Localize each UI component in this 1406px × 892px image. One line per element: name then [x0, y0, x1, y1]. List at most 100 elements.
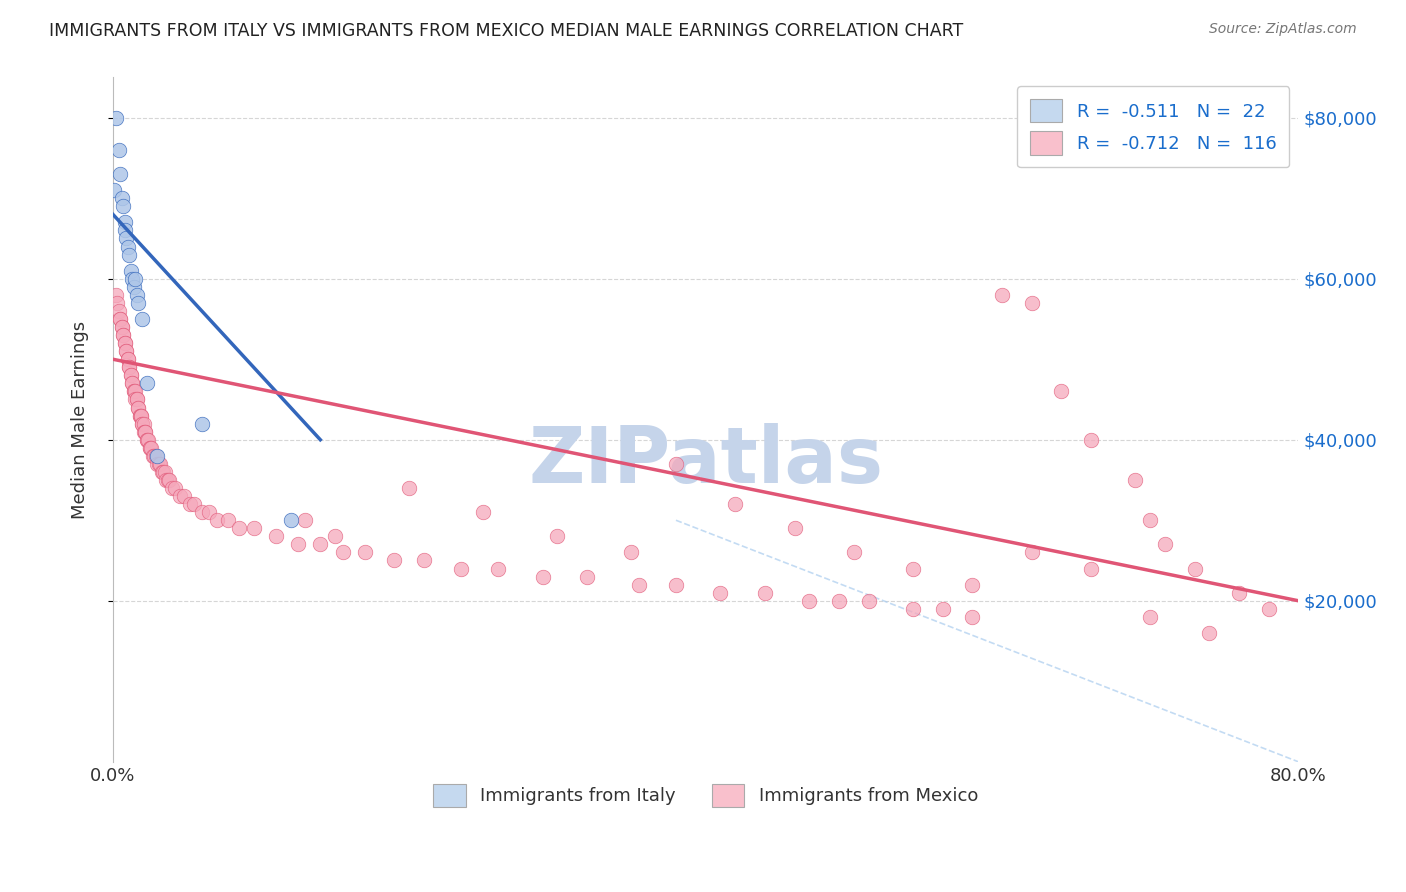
Point — [132, 417, 155, 431]
Point — [242, 521, 264, 535]
Point — [128, 409, 150, 423]
Point — [173, 489, 195, 503]
Point — [576, 569, 599, 583]
Point — [152, 465, 174, 479]
Point — [148, 457, 170, 471]
Point — [124, 392, 146, 407]
Point — [665, 457, 688, 471]
Point — [149, 457, 172, 471]
Point — [198, 505, 221, 519]
Point — [118, 247, 141, 261]
Point — [486, 561, 509, 575]
Point — [136, 376, 159, 391]
Point — [121, 271, 143, 285]
Point — [115, 231, 138, 245]
Point — [114, 215, 136, 229]
Point — [104, 288, 127, 302]
Point — [131, 417, 153, 431]
Point — [858, 593, 880, 607]
Point — [287, 537, 309, 551]
Point — [110, 167, 132, 181]
Point — [124, 384, 146, 399]
Point — [754, 585, 776, 599]
Legend: Immigrants from Italy, Immigrants from Mexico: Immigrants from Italy, Immigrants from M… — [426, 777, 986, 814]
Point — [205, 513, 228, 527]
Point — [125, 392, 148, 407]
Point — [103, 183, 125, 197]
Point — [1154, 537, 1177, 551]
Point — [724, 497, 747, 511]
Point — [114, 336, 136, 351]
Point — [150, 465, 173, 479]
Point — [139, 441, 162, 455]
Point — [114, 223, 136, 237]
Point — [139, 441, 162, 455]
Point — [1080, 561, 1102, 575]
Point — [111, 191, 134, 205]
Point — [627, 577, 650, 591]
Point — [134, 425, 156, 439]
Point — [121, 376, 143, 391]
Point — [111, 320, 134, 334]
Point — [1050, 384, 1073, 399]
Point — [122, 384, 145, 399]
Point — [799, 593, 821, 607]
Point — [264, 529, 287, 543]
Point — [160, 481, 183, 495]
Point — [136, 433, 159, 447]
Point — [828, 593, 851, 607]
Point — [413, 553, 436, 567]
Point — [353, 545, 375, 559]
Point — [121, 376, 143, 391]
Point — [294, 513, 316, 527]
Point — [142, 449, 165, 463]
Point — [115, 344, 138, 359]
Point — [110, 312, 132, 326]
Point — [117, 239, 139, 253]
Point — [114, 336, 136, 351]
Point — [332, 545, 354, 559]
Point — [128, 409, 150, 423]
Point — [323, 529, 346, 543]
Point — [129, 409, 152, 423]
Point — [1080, 433, 1102, 447]
Point — [138, 433, 160, 447]
Point — [146, 457, 169, 471]
Point — [122, 384, 145, 399]
Point — [129, 409, 152, 423]
Point — [191, 505, 214, 519]
Point — [1184, 561, 1206, 575]
Text: IMMIGRANTS FROM ITALY VS IMMIGRANTS FROM MEXICO MEDIAN MALE EARNINGS CORRELATION: IMMIGRANTS FROM ITALY VS IMMIGRANTS FROM… — [49, 22, 963, 40]
Point — [112, 328, 135, 343]
Point — [117, 352, 139, 367]
Point — [132, 425, 155, 439]
Point — [131, 312, 153, 326]
Point — [709, 585, 731, 599]
Point — [1139, 610, 1161, 624]
Point — [1257, 602, 1279, 616]
Point — [901, 561, 924, 575]
Point — [120, 368, 142, 383]
Y-axis label: Median Male Earnings: Median Male Earnings — [72, 320, 89, 518]
Point — [118, 360, 141, 375]
Point — [531, 569, 554, 583]
Point — [156, 473, 179, 487]
Point — [931, 602, 953, 616]
Point — [183, 497, 205, 511]
Point — [901, 602, 924, 616]
Point — [783, 521, 806, 535]
Point — [1198, 626, 1220, 640]
Point — [124, 271, 146, 285]
Point — [228, 521, 250, 535]
Point — [127, 401, 149, 415]
Point — [125, 288, 148, 302]
Point — [191, 417, 214, 431]
Point — [280, 513, 302, 527]
Point — [398, 481, 420, 495]
Point — [169, 489, 191, 503]
Point — [112, 328, 135, 343]
Point — [962, 577, 984, 591]
Point — [620, 545, 643, 559]
Point — [217, 513, 239, 527]
Point — [125, 392, 148, 407]
